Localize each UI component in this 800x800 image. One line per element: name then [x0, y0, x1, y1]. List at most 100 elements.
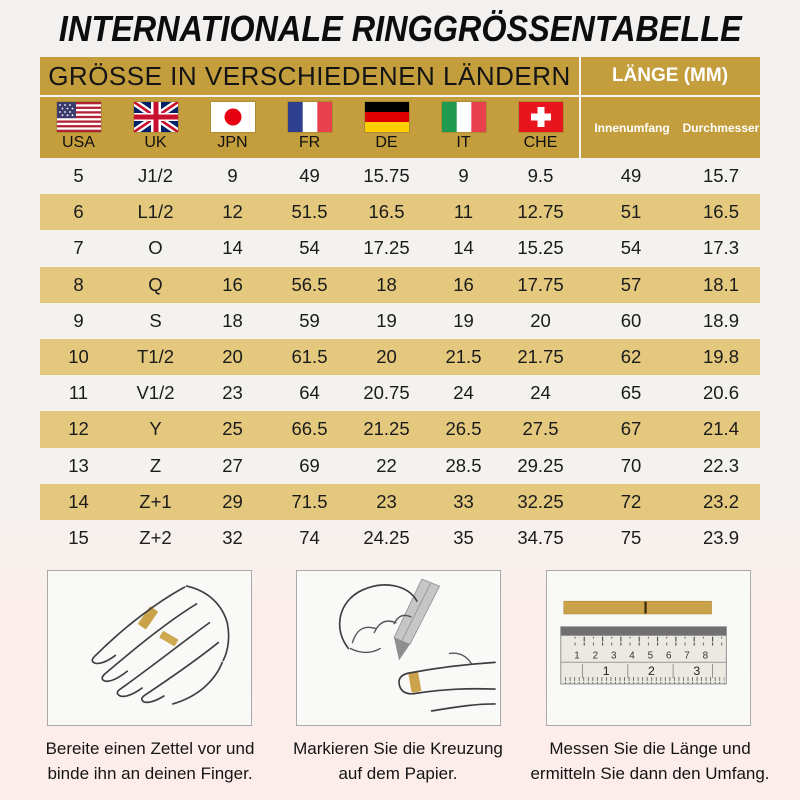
svg-text:1: 1: [603, 664, 610, 678]
column-che: CHE: [502, 97, 579, 158]
table-cell: 61.5: [291, 346, 328, 368]
table-cell: 20: [530, 309, 551, 331]
caption-line: ermitteln Sie dann den Umfang.: [530, 764, 770, 783]
table-cell: O: [148, 237, 163, 259]
table-cell: 29: [222, 490, 243, 512]
table-row: 14 Z+1 29 71.5 23 33 32.25 72 23.2: [40, 483, 760, 520]
table-cell: 18.9: [702, 309, 739, 331]
table-cell: 67: [620, 418, 642, 440]
country-label: FR: [298, 134, 321, 151]
table-cell: 9: [73, 309, 84, 331]
table-flags-row: USA UK JPN: [40, 97, 760, 158]
table-row: 13 Z 27 69 22 28.5 29.25 70 22.3: [40, 448, 760, 484]
table-row: 10 T1/2 20 61.5 20 21.5 21.75 62 19.8: [40, 338, 760, 376]
table-cell: 21.4: [702, 418, 739, 440]
hand-with-paper-strip-illustration-icon: [91, 585, 230, 705]
table-cell: 12.75: [517, 201, 564, 223]
table-cell: 15: [68, 526, 89, 548]
table-cell: 27.5: [522, 418, 559, 440]
instruction-box-2: [296, 570, 501, 726]
table-cell: T1/2: [136, 346, 175, 368]
pen-marking-finger-illustration-icon: [338, 578, 496, 712]
table-cell: 72: [620, 490, 642, 512]
table-cell: 24: [530, 382, 551, 404]
table-cell: 57: [620, 273, 642, 295]
table-cell: 14: [222, 237, 243, 259]
table-cell: 21.25: [363, 418, 410, 440]
flag-usa-icon: [56, 102, 101, 132]
table-cell: 13: [68, 454, 89, 476]
svg-text:5: 5: [648, 650, 654, 661]
table-row: 7 O 14 54 17.25 14 15.25 54 17.3: [40, 230, 760, 266]
column-usa: USA: [40, 97, 117, 158]
table-cell: 5: [73, 165, 84, 187]
country-label: DE: [375, 134, 398, 151]
column-it: IT: [425, 97, 502, 158]
table-cell: 12: [222, 201, 243, 223]
table-cell: 23: [376, 490, 397, 512]
flag-france-icon: [287, 102, 332, 132]
table-cell: 69: [299, 454, 320, 476]
table-cell: 9: [227, 165, 238, 187]
table-cell: 75: [620, 526, 642, 548]
table-cell: 70: [620, 454, 642, 476]
table-cell: 14: [68, 490, 89, 512]
table-row: 12 Y 25 66.5 21.25 26.5 27.5 67 21.4: [40, 411, 760, 448]
table-cell: 24.25: [363, 526, 410, 548]
svg-text:3: 3: [611, 650, 617, 661]
header-sizes-label: GRÖSSE IN VERSCHIEDENEN LÄNDERN: [48, 60, 571, 91]
table-cell: 49: [620, 165, 642, 187]
table-body: 5 J1/2 9 49 15.75 9 9.5 49 15.7 6 L1/2 12 51.5 16.5 11…: [40, 158, 760, 556]
flag-japan-icon: [210, 102, 255, 132]
table-cell: 18: [222, 309, 243, 331]
svg-text:2: 2: [593, 650, 598, 661]
table-row: 5 J1/2 9 49 15.75 9 9.5 49 15.7: [40, 158, 760, 194]
table-cell: 18: [376, 273, 397, 295]
table-cell: 23.2: [702, 490, 739, 512]
table-cell: 16.5: [702, 201, 739, 223]
table-cell: Q: [148, 273, 163, 295]
flag-germany-icon: [364, 102, 409, 132]
page-title-wrap: INTERNATIONALE RINGGRÖSSENTABELLE: [0, 6, 800, 52]
header-length-label: LÄNGE (MM): [579, 57, 759, 95]
country-label: CHE: [523, 134, 558, 151]
table-cell: 49: [299, 165, 320, 187]
column-de: DE: [348, 97, 425, 158]
paper-strip: [563, 600, 712, 615]
instruction-caption-1: Bereite einen Zettel vor und binde ihn a…: [10, 736, 290, 786]
table-cell: 28.5: [445, 454, 482, 476]
table-cell: Y: [149, 418, 162, 440]
ring-size-table: GRÖSSE IN VERSCHIEDENEN LÄNDERN LÄNGE (M…: [40, 57, 760, 556]
column-durchmesser: Durchmesser: [682, 120, 760, 135]
flag-switzerland-icon: [518, 102, 563, 132]
table-cell: 74: [299, 526, 320, 548]
table-cell: 51.5: [291, 201, 328, 223]
table-cell: 8: [73, 273, 84, 295]
table-cell: 59: [299, 309, 320, 331]
caption-line: Bereite einen Zettel vor und: [45, 739, 255, 758]
table-cell: 60: [620, 309, 642, 331]
table-cell: 34.75: [517, 526, 564, 548]
svg-text:8: 8: [703, 650, 709, 661]
caption-line: Messen Sie die Länge und: [549, 739, 751, 758]
table-cell: 18.1: [702, 273, 739, 295]
table-row: 9 S 18 59 19 19 20 60 18.9: [40, 303, 760, 339]
table-cell: 9.5: [527, 165, 554, 187]
table-row: 8 Q 16 56.5 18 16 17.75 57 18.1: [40, 266, 760, 303]
table-cell: 29.25: [517, 454, 564, 476]
table-cell: 22: [376, 454, 397, 476]
table-cell: 11: [453, 201, 474, 223]
table-cell: 21.5: [445, 346, 482, 368]
country-label: JPN: [217, 134, 248, 151]
table-cell: 23.9: [702, 526, 739, 548]
table-cell: 19: [453, 309, 474, 331]
table-cell: 24: [453, 382, 474, 404]
table-cell: 20.6: [702, 382, 739, 404]
table-cell: 15.75: [363, 165, 410, 187]
table-cell: L1/2: [137, 201, 174, 223]
table-cell: 20: [376, 346, 397, 368]
table-cell: 19: [376, 309, 397, 331]
svg-text:6: 6: [666, 650, 672, 661]
instruction-caption-2: Markieren Sie die Kreuzung auf dem Papie…: [268, 736, 528, 786]
